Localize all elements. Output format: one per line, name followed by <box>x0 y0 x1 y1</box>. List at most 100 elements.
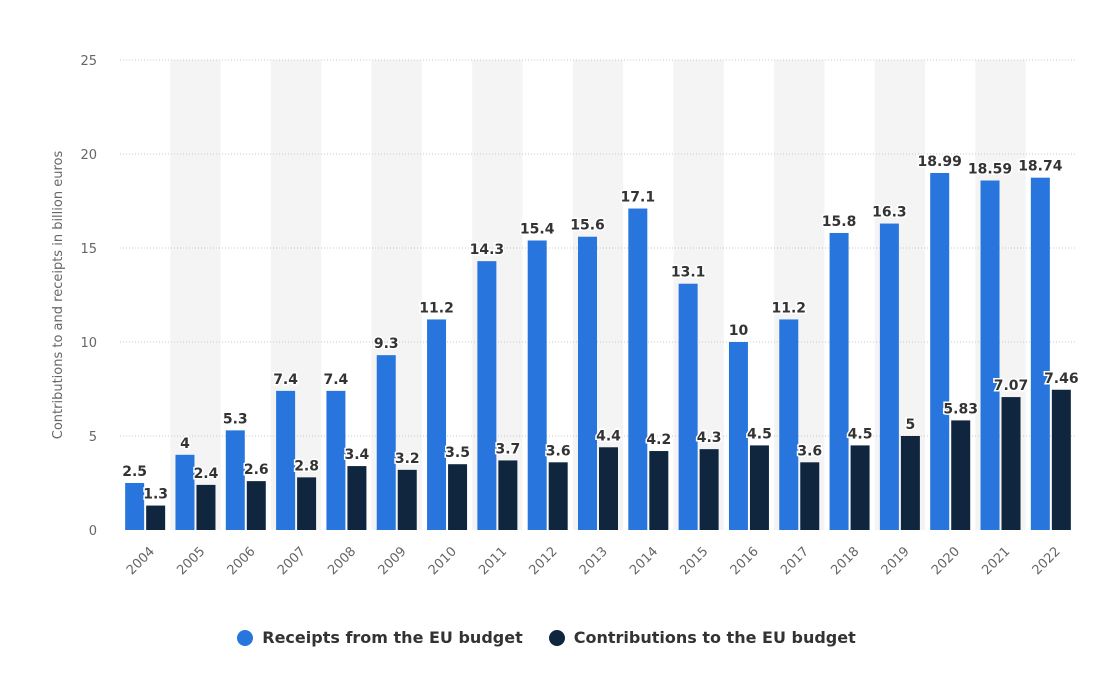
bar-receipts <box>427 319 447 530</box>
bar-receipts <box>678 283 698 530</box>
bar-receipts <box>326 390 346 530</box>
y-axis-ticks: 0 5 10 15 20 25 <box>80 54 97 539</box>
legend-label-receipts: Receipts from the EU budget <box>262 628 523 647</box>
bar-contributions <box>749 445 769 530</box>
data-label: 18.99 <box>918 154 962 170</box>
x-tick-label: 2008 <box>325 544 359 578</box>
x-tick-label: 2016 <box>728 544 762 578</box>
y-tick-label: 20 <box>80 148 97 163</box>
legend-item-receipts[interactable]: Receipts from the EU budget <box>237 628 523 647</box>
x-tick-label: 2011 <box>476 544 510 578</box>
data-label: 7.4 <box>324 372 349 388</box>
bar-contributions <box>246 481 266 530</box>
y-tick-label: 15 <box>80 242 97 257</box>
bar-contributions <box>448 464 468 530</box>
data-label: 4 <box>180 436 190 452</box>
bar-contributions <box>850 445 870 530</box>
data-label: 13.1 <box>671 265 706 281</box>
bar-contributions <box>699 449 719 530</box>
x-tick-label: 2022 <box>1030 544 1064 578</box>
data-label: 2.6 <box>244 462 269 478</box>
bar-contributions <box>347 466 367 530</box>
bar-receipts <box>829 232 849 530</box>
bar-contributions <box>498 460 518 530</box>
bar-receipts <box>628 208 648 530</box>
bar-receipts <box>930 172 950 530</box>
y-tick-label: 25 <box>80 54 97 69</box>
bar-receipts <box>175 454 195 530</box>
data-label: 5 <box>906 417 916 433</box>
data-label: 10 <box>729 323 749 339</box>
data-label: 2.8 <box>294 458 319 474</box>
y-tick-label: 10 <box>80 336 97 351</box>
data-label: 4.3 <box>697 430 722 446</box>
bar-contributions <box>800 462 820 530</box>
bar-contributions <box>196 484 216 530</box>
bar-receipts <box>779 319 799 530</box>
bar-contributions <box>397 469 417 530</box>
y-tick-label: 5 <box>89 430 97 445</box>
bar-receipts <box>980 180 1000 530</box>
data-label: 14.3 <box>470 242 505 258</box>
x-tick-label: 2014 <box>627 544 661 578</box>
bar-receipts <box>879 223 899 530</box>
x-tick-label: 2004 <box>124 544 158 578</box>
bar-receipts <box>527 240 547 531</box>
bar-receipts <box>125 483 145 530</box>
data-label: 2.4 <box>194 466 219 482</box>
bars <box>125 172 1071 531</box>
bar-contributions <box>649 451 669 530</box>
x-tick-label: 2013 <box>577 544 611 578</box>
x-tick-label: 2017 <box>778 544 812 578</box>
data-label: 4.4 <box>596 428 621 444</box>
x-tick-label: 2010 <box>426 544 460 578</box>
data-label: 5.83 <box>943 401 978 417</box>
bar-contributions <box>599 447 618 530</box>
data-label: 3.4 <box>345 447 370 463</box>
contributions-legend-dot-icon <box>548 629 565 646</box>
data-label: 3.2 <box>395 451 420 467</box>
bar-contributions <box>297 477 317 530</box>
data-label: 7.46 <box>1044 371 1079 387</box>
legend-label-contributions: Contributions to the EU budget <box>573 628 856 647</box>
data-label: 3.7 <box>495 441 520 457</box>
data-label: 2.5 <box>122 464 147 480</box>
receipts-legend-dot-icon <box>237 629 254 646</box>
y-tick-label: 0 <box>89 524 97 539</box>
data-label: 7.07 <box>994 378 1029 394</box>
data-label: 17.1 <box>621 190 656 206</box>
data-label: 7.4 <box>273 372 298 388</box>
bar-contributions <box>146 505 166 530</box>
bar-receipts <box>728 342 748 530</box>
bar-receipts <box>276 390 296 530</box>
data-label: 11.2 <box>771 300 806 316</box>
data-label: 4.2 <box>646 432 671 448</box>
y-axis-label: Contributions to and receipts in billion… <box>51 151 66 440</box>
bar-contributions <box>951 420 971 530</box>
x-tick-label: 2006 <box>225 544 259 578</box>
x-tick-label: 2015 <box>677 544 711 578</box>
x-tick-label: 2018 <box>828 544 862 578</box>
data-label: 18.59 <box>968 162 1012 178</box>
data-label: 5.3 <box>223 411 248 427</box>
bar-contributions <box>1051 389 1071 530</box>
bar-contributions <box>900 436 920 530</box>
bar-receipts <box>1030 177 1050 531</box>
data-labels: 2.5 4 5.3 7.4 7.4 9.3 11.2 14.3 15.4 15.6 17.1 13.1… <box>121 152 1080 504</box>
data-label: 4.5 <box>848 426 873 442</box>
bar-receipts <box>376 355 396 530</box>
data-label: 3.6 <box>546 443 571 459</box>
x-tick-label: 2009 <box>376 544 410 578</box>
x-tick-label: 2007 <box>275 544 309 578</box>
legend-item-contributions[interactable]: Contributions to the EU budget <box>548 628 856 647</box>
x-tick-label: 2021 <box>979 544 1013 578</box>
x-tick-label: 2005 <box>174 544 208 578</box>
x-tick-label: 2012 <box>527 544 561 578</box>
data-label: 4.5 <box>747 426 772 442</box>
bar-contributions <box>1001 397 1021 530</box>
x-tick-label: 2020 <box>929 544 963 578</box>
data-label: 3.5 <box>445 445 470 461</box>
data-label: 1.3 <box>143 487 168 503</box>
data-label: 11.2 <box>419 300 454 316</box>
